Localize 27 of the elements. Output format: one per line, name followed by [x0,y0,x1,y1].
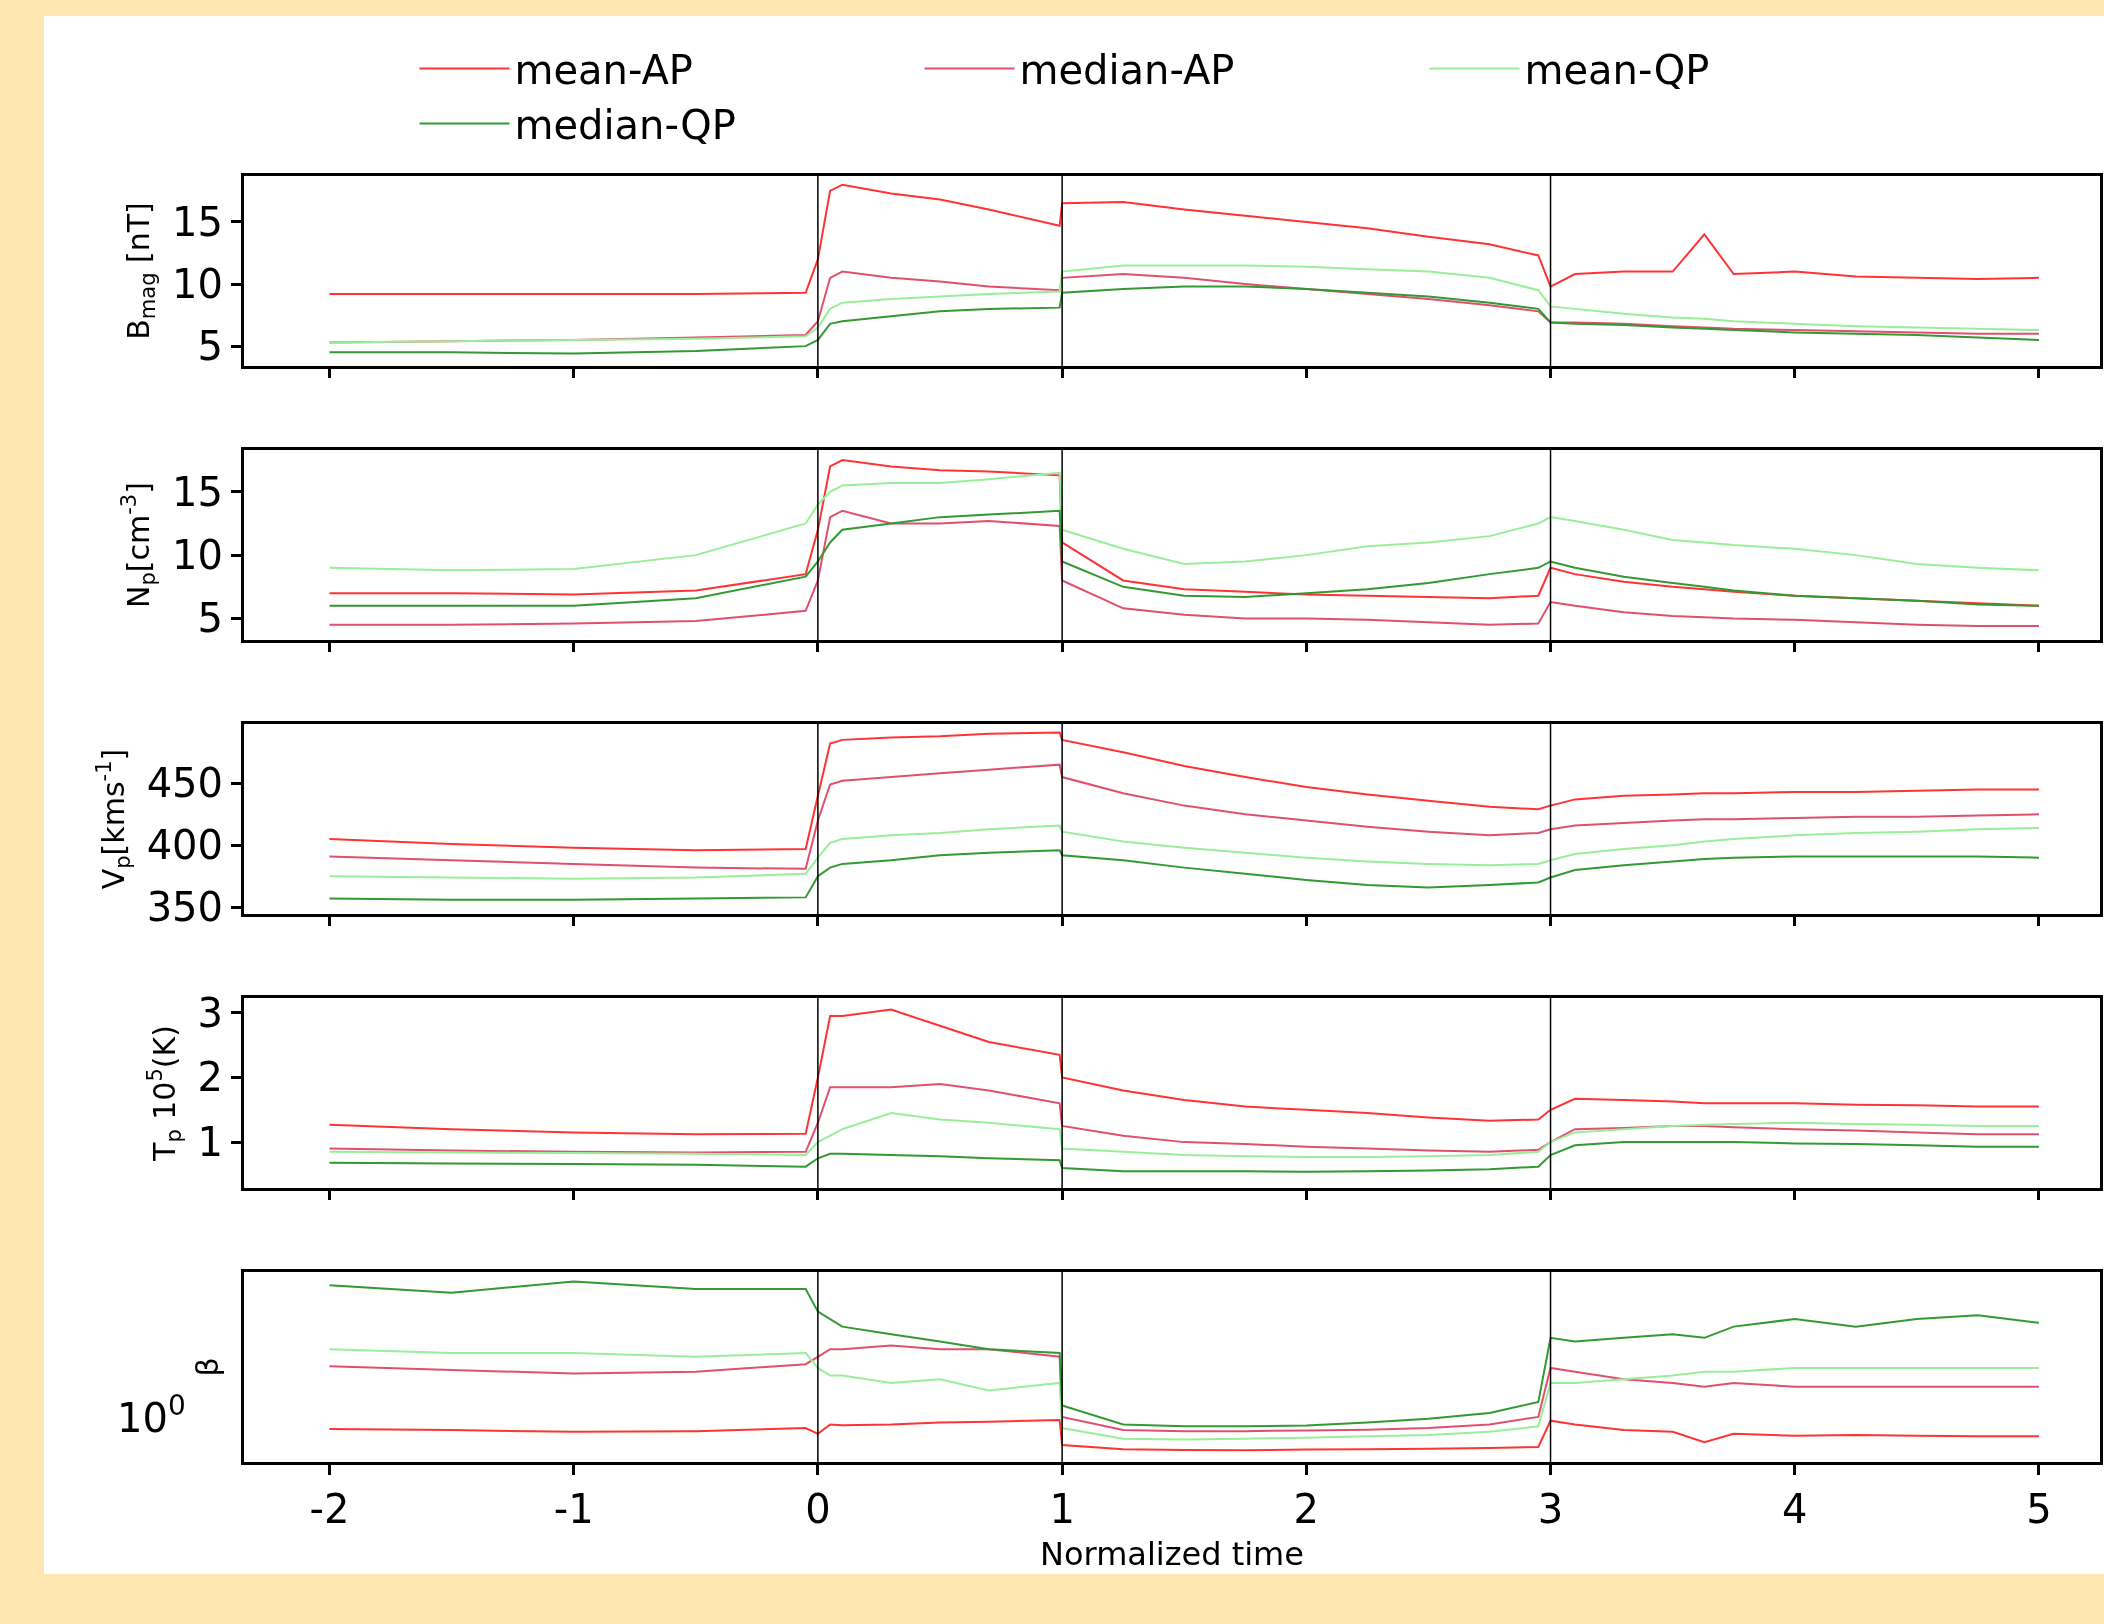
legend-label: mean-AP [514,47,693,94]
y-tick-label: 3 [197,989,223,1036]
x-tick-label: 5 [2026,1486,2052,1532]
y-tick-label: 10 [172,532,223,579]
y-tick-label: 450 [146,760,223,807]
y-tick-label: 350 [146,884,223,931]
y-tick-label: 5 [197,323,223,370]
x-tick-label: -1 [553,1486,594,1532]
y-tick-label: 400 [146,822,223,869]
y-tick-label: 5 [197,595,223,642]
y-tick-label: 1 [197,1119,223,1166]
y-tick-label: 2 [197,1054,223,1101]
x-axis-title: Normalized time [1040,1534,1304,1573]
text: 10$^{0}$ [117,1389,186,1441]
legend-label: mean-QP [1524,47,1710,94]
y-tick-label: 15 [172,468,223,515]
x-tick-label: 0 [805,1486,831,1532]
y-tick-label: 15 [172,198,223,245]
x-tick-label: 3 [1537,1486,1564,1532]
legend-label: median-AP [1019,47,1235,94]
legend-label: median-QP [514,102,736,149]
y-tick-label: 10 [172,261,223,308]
x-tick-label: 4 [1782,1486,1808,1532]
y-axis-title: β [190,1357,225,1377]
x-tick-label: 2 [1293,1486,1320,1532]
x-tick-label: -2 [309,1486,350,1532]
x-tick-label: 1 [1049,1486,1075,1532]
